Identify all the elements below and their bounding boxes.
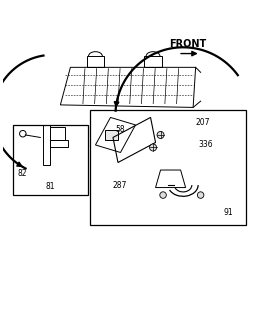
Text: 91: 91 xyxy=(223,208,233,217)
Text: 207: 207 xyxy=(196,118,210,127)
Circle shape xyxy=(160,192,166,198)
Text: 58: 58 xyxy=(115,125,125,134)
Text: 82: 82 xyxy=(18,169,27,178)
Bar xyxy=(105,130,118,140)
Circle shape xyxy=(197,192,204,198)
Bar xyxy=(50,127,65,140)
Bar xyxy=(13,125,88,195)
Text: 287: 287 xyxy=(113,180,127,189)
Text: 336: 336 xyxy=(198,140,213,149)
Circle shape xyxy=(150,144,157,151)
Bar xyxy=(90,110,246,225)
Text: FRONT: FRONT xyxy=(169,38,207,49)
Circle shape xyxy=(157,132,164,139)
Text: 81: 81 xyxy=(45,182,55,191)
